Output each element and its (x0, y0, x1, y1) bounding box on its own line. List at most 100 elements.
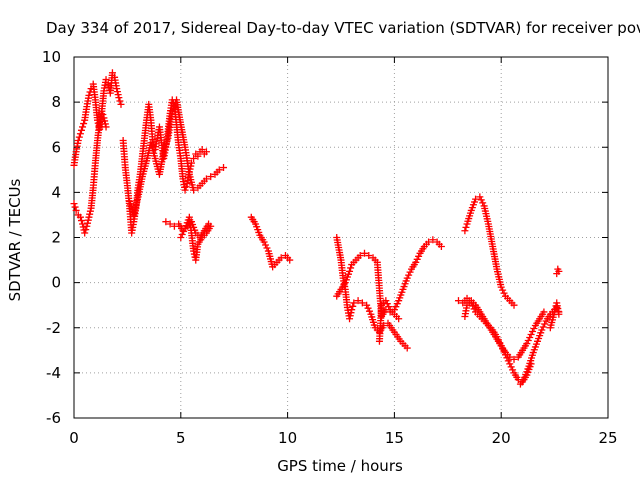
y-tick-label: -2 (46, 319, 61, 337)
data-point (538, 326, 546, 334)
data-point (202, 148, 210, 156)
data-point (79, 220, 87, 228)
data-point (477, 196, 485, 204)
data-point (262, 241, 270, 249)
x-tick-label: 20 (492, 429, 511, 447)
y-axis-label: SDTVAR / TECUs (6, 178, 24, 301)
data-point (76, 213, 84, 221)
data-point (70, 200, 78, 208)
data-point (86, 210, 94, 218)
data-point (71, 203, 79, 211)
data-point (286, 256, 294, 264)
data-point (364, 304, 372, 312)
data-point (86, 207, 94, 215)
y-tick-label: -6 (46, 409, 61, 427)
data-point (114, 91, 122, 99)
data-point (83, 222, 91, 230)
data-point (540, 308, 548, 316)
data-point (413, 255, 421, 263)
data-point (100, 114, 108, 122)
data-point (415, 252, 423, 260)
data-point (461, 227, 469, 235)
x-tick-label: 0 (69, 429, 79, 447)
data-point (504, 357, 512, 365)
data-point (472, 195, 480, 203)
data-point (198, 146, 206, 154)
data-point (437, 243, 445, 251)
y-tick-label: 0 (51, 274, 61, 292)
data-point (177, 234, 185, 241)
x-tick-label: 25 (598, 429, 617, 447)
data-point (77, 126, 85, 134)
data-point (454, 297, 462, 305)
data-point (506, 353, 514, 361)
data-point (382, 297, 390, 305)
data-point (365, 307, 373, 315)
data-point (102, 123, 110, 131)
x-tick-label: 15 (385, 429, 404, 447)
data-point (190, 155, 198, 163)
data-point (181, 186, 189, 194)
data-point (102, 76, 110, 84)
data-point (277, 254, 285, 262)
data-point (98, 107, 106, 115)
data-point (346, 312, 354, 320)
data-point (178, 230, 186, 238)
data-point (85, 91, 93, 99)
data-point (108, 69, 116, 77)
data-point (523, 340, 531, 348)
data-point (500, 289, 508, 297)
data-point (116, 97, 124, 105)
data-point (202, 175, 210, 183)
data-point (509, 366, 517, 374)
y-tick-label: 6 (51, 138, 61, 156)
data-point (425, 238, 433, 246)
data-point (74, 136, 82, 144)
grid (74, 57, 608, 418)
data-point (220, 164, 228, 172)
data-point (162, 218, 170, 226)
data-point (526, 334, 534, 342)
data-point (190, 186, 198, 194)
data-point (510, 301, 518, 309)
y-tick-label: 10 (42, 48, 61, 66)
data-point (360, 249, 368, 257)
axis-ticks (73, 56, 609, 419)
data-point (349, 302, 357, 310)
chart-title: Day 334 of 2017, Sidereal Day-to-day VTE… (46, 19, 640, 37)
data-point (510, 355, 518, 363)
data-point (182, 183, 190, 191)
data-point (524, 337, 532, 345)
data-point (412, 258, 420, 266)
data-point (555, 267, 563, 275)
data-point (530, 325, 538, 333)
data-point (406, 268, 414, 276)
data-point (541, 320, 549, 328)
x-tick-label: 5 (176, 429, 186, 447)
y-tick-label: -4 (46, 364, 61, 382)
data-point (350, 299, 358, 307)
data-point (403, 344, 411, 352)
data-point (499, 286, 507, 294)
data-point (429, 236, 437, 244)
axis-tick-labels: 0 5 10 15 20 25 -6 -4 -2 0 2 4 6 8 10 (42, 48, 618, 447)
data-point (180, 227, 188, 235)
data-point (113, 88, 121, 96)
data-point (506, 360, 514, 368)
data-point (507, 363, 515, 371)
data-point (85, 213, 93, 221)
data-point (347, 264, 355, 272)
data-point (113, 85, 121, 93)
data-point (392, 303, 400, 311)
data-point (385, 303, 393, 311)
data-point (393, 300, 401, 308)
data-point (383, 300, 391, 308)
data-marks (70, 69, 563, 388)
data-point (115, 94, 123, 102)
data-point (84, 219, 92, 227)
data-point (79, 123, 87, 131)
data-point (77, 217, 85, 225)
data-point (99, 111, 107, 119)
data-point (358, 299, 366, 307)
